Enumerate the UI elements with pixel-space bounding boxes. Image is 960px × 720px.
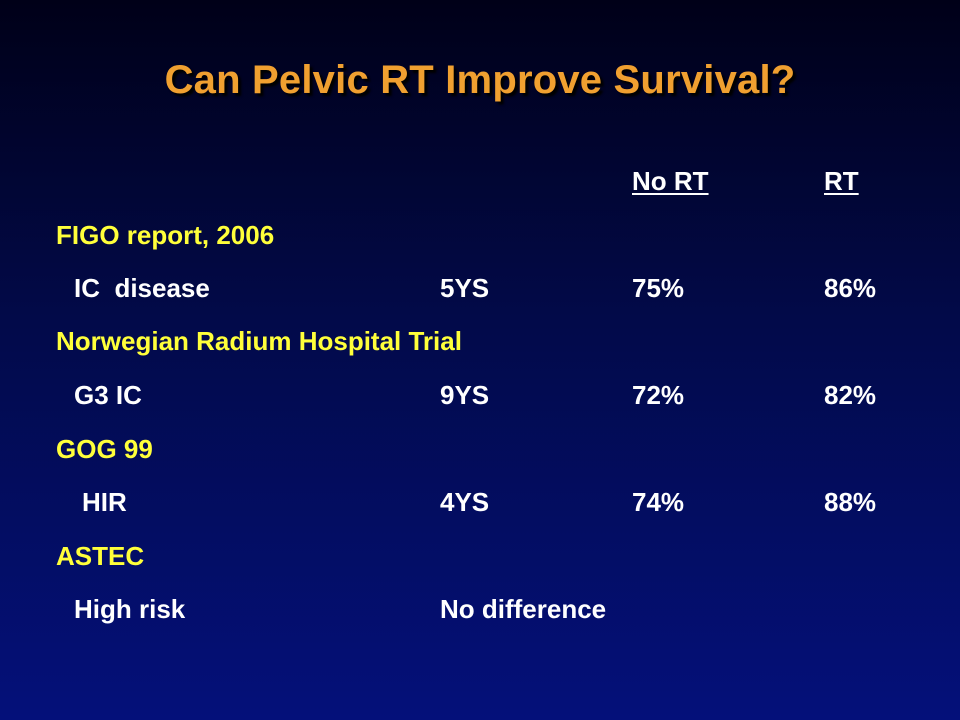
section-heading-astec: ASTEC [56, 541, 145, 571]
row-period-figo: 5YS [440, 273, 490, 303]
row-period-gog99: 4YS [440, 487, 490, 517]
section-heading-figo: FIGO report, 2006 [56, 220, 275, 250]
row-rt-norwegian: 82% [824, 380, 877, 410]
row-label-ic-disease: IC disease [74, 273, 210, 303]
row-rt-figo: 86% [824, 273, 877, 303]
slide-title: Can Pelvic RT Improve Survival? [164, 58, 796, 102]
row-no-rt-figo: 75% [632, 273, 685, 303]
section-heading-norwegian: Norwegian Radium Hospital Trial [56, 326, 462, 356]
row-label-high-risk: High risk [74, 594, 186, 624]
row-result-astec: No difference [440, 594, 607, 624]
row-label-hir: HIR [82, 487, 127, 517]
section-heading-gog99: GOG 99 [56, 434, 153, 464]
col-header-no-rt: No RT [632, 166, 709, 196]
row-rt-gog99: 88% [824, 487, 877, 517]
row-period-norwegian: 9YS [440, 380, 490, 410]
row-no-rt-norwegian: 72% [632, 380, 685, 410]
row-label-g3-ic: G3 IC [74, 380, 142, 410]
col-header-rt: RT [824, 166, 859, 196]
row-no-rt-gog99: 74% [632, 487, 685, 517]
